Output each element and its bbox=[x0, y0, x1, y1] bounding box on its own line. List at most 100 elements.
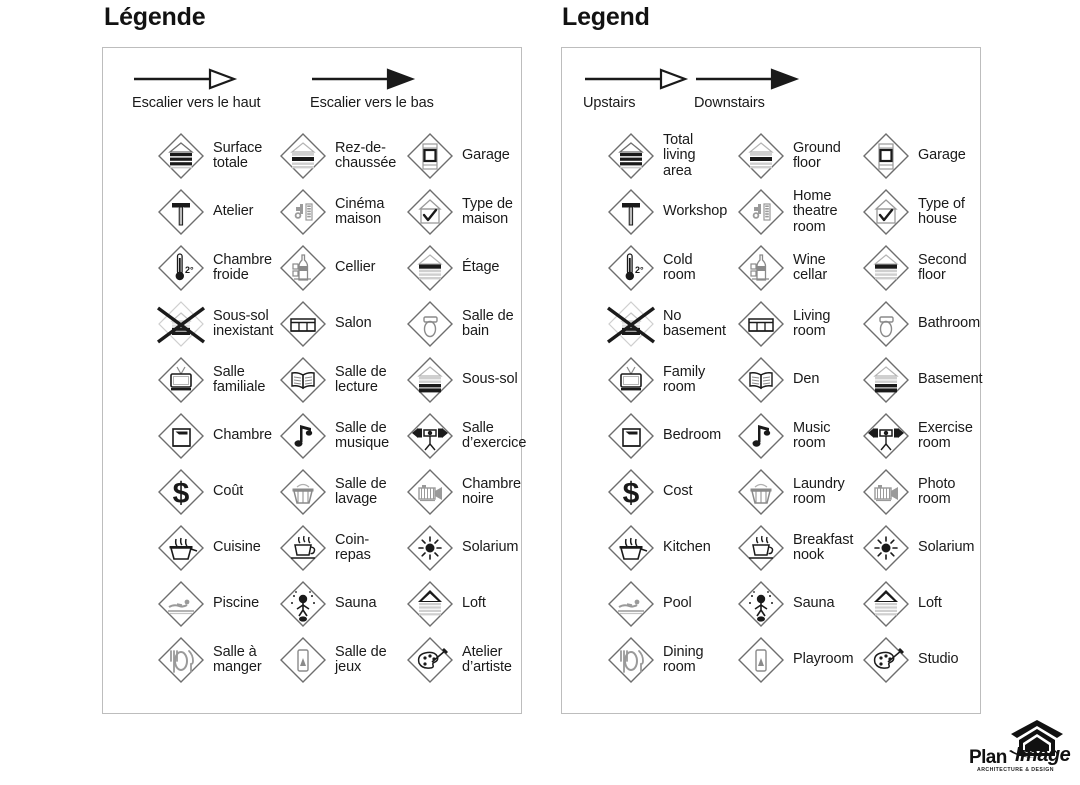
breakfast-nook-cup-icon bbox=[735, 522, 787, 574]
den-book-icon bbox=[735, 354, 787, 406]
legend-entry-label: Surface totale bbox=[213, 139, 263, 171]
legend-entry-label: Salle d’exercice bbox=[462, 419, 527, 451]
logo-word-image: Image bbox=[1015, 744, 1071, 766]
solarium-sun-icon bbox=[404, 522, 456, 574]
breakfast-nook-cup-icon bbox=[277, 522, 329, 574]
legend-entry: Salon bbox=[277, 297, 372, 351]
legend-entry: Garage bbox=[860, 129, 966, 183]
photo-room-camera-icon bbox=[404, 466, 456, 518]
legend-entry: Sous-sol inexistant bbox=[155, 297, 273, 351]
stairs-legend-up: Escalier vers le haut bbox=[132, 66, 261, 111]
legend-entry-label: Atelier bbox=[213, 203, 254, 220]
arrow-outline-icon bbox=[583, 66, 691, 96]
legend-entry: Salle à manger bbox=[155, 633, 262, 687]
legend-entry: Sauna bbox=[277, 577, 377, 631]
legend-entry-label: Cinéma maison bbox=[335, 195, 385, 227]
legend-entry-label: Salle à manger bbox=[213, 643, 262, 675]
exercise-room-weights-icon bbox=[860, 410, 912, 462]
legend-entry: 2° Chambre froide bbox=[155, 241, 272, 295]
legend-entry-label: Wine cellar bbox=[793, 251, 828, 283]
legend-entry: Den bbox=[735, 353, 819, 407]
legend-entry: Salle familiale bbox=[155, 353, 265, 407]
legend-entry-label: Cost bbox=[663, 483, 693, 500]
legend-entry: Étage bbox=[404, 241, 500, 295]
bedroom-bed-icon bbox=[155, 410, 207, 462]
home-theatre-icon bbox=[277, 186, 329, 238]
cost-dollar-icon: $ bbox=[605, 466, 657, 518]
kitchen-pot-icon bbox=[605, 522, 657, 574]
home-theatre-icon bbox=[735, 186, 787, 238]
legend-entry-label: Breakfast nook bbox=[793, 531, 854, 563]
legend-entry: Sauna bbox=[735, 577, 835, 631]
legend-entry: Bathroom bbox=[860, 297, 980, 351]
living-room-sofa-icon bbox=[277, 298, 329, 350]
legend-entry-label: Home theatre room bbox=[793, 187, 838, 235]
legend-entry-label: Chambre froide bbox=[213, 251, 272, 283]
logo-word-plan: Plan bbox=[969, 747, 1007, 768]
legend-entry-label: Total living area bbox=[663, 131, 696, 179]
garage-icon bbox=[860, 130, 912, 182]
total-living-area-icon bbox=[155, 130, 207, 182]
legend-entry: Coin- repas bbox=[277, 521, 371, 575]
legend-entry: Kitchen bbox=[605, 521, 711, 575]
legend-entry-label: Type de maison bbox=[462, 195, 513, 227]
legend-entry: Total living area bbox=[605, 129, 696, 183]
legend-entry: Playroom bbox=[735, 633, 854, 687]
legend-entry-label: Salon bbox=[335, 315, 372, 332]
legend-entry-label: Chambre bbox=[213, 427, 272, 444]
legend-entry-label: Salle de bain bbox=[462, 307, 514, 339]
legend-entry: Wine cellar bbox=[735, 241, 827, 295]
sauna-icon bbox=[735, 578, 787, 630]
svg-text:2°: 2° bbox=[185, 265, 194, 275]
legend-entry-label: Ground floor bbox=[793, 139, 841, 171]
dining-room-cutlery-icon bbox=[605, 634, 657, 686]
wine-cellar-icon bbox=[277, 242, 329, 294]
legend-entry-label: Basement bbox=[918, 371, 983, 388]
legend-entry-label: Garage bbox=[918, 147, 966, 164]
type-of-house-icon bbox=[860, 186, 912, 238]
legend-entry-label: Sauna bbox=[335, 595, 377, 612]
legend-entry: Piscine bbox=[155, 577, 259, 631]
legend-entry: Atelier d’artiste bbox=[404, 633, 512, 687]
legend-entry: Type de maison bbox=[404, 185, 513, 239]
garage-icon bbox=[404, 130, 456, 182]
legend-entry: Salle de jeux bbox=[277, 633, 387, 687]
legend-entry-label: Salle de lavage bbox=[335, 475, 387, 507]
legend-entry-label: Bathroom bbox=[918, 315, 981, 332]
family-room-tv-icon bbox=[155, 354, 207, 406]
legend-entry-label: Salle de jeux bbox=[335, 643, 387, 675]
basement-icon bbox=[404, 354, 456, 406]
legend-entry: Loft bbox=[860, 577, 942, 631]
workshop-hammer-icon bbox=[155, 186, 207, 238]
legend-entry: Salle de musique bbox=[277, 409, 389, 463]
legend-entry: $ Coût bbox=[155, 465, 243, 519]
music-room-note-icon bbox=[735, 410, 787, 462]
legend-entry-label: Coût bbox=[213, 483, 244, 500]
legend-entry-label: Second floor bbox=[918, 251, 967, 283]
stairs-legend-label: Downstairs bbox=[694, 95, 765, 111]
legend-entry: Atelier bbox=[155, 185, 254, 239]
loft-icon bbox=[860, 578, 912, 630]
legend-entry: Ground floor bbox=[735, 129, 841, 183]
bedroom-bed-icon bbox=[605, 410, 657, 462]
bathroom-toilet-icon bbox=[404, 298, 456, 350]
legend-entry-label: Family room bbox=[663, 363, 706, 395]
legend-entry-label: Studio bbox=[918, 651, 959, 668]
legend-entry-label: Salle familiale bbox=[213, 363, 266, 395]
legend-entry-label: Solarium bbox=[462, 539, 519, 556]
legend-entry: Bedroom bbox=[605, 409, 721, 463]
legend-entry: Cellier bbox=[277, 241, 376, 295]
legend-entry-label: Kitchen bbox=[663, 539, 711, 556]
solarium-sun-icon bbox=[860, 522, 912, 574]
cold-room-thermometer-icon: 2° bbox=[155, 242, 207, 294]
arrow-solid-icon bbox=[694, 66, 802, 96]
studio-palette-icon bbox=[860, 634, 912, 686]
legend-entry: 2° Cold room bbox=[605, 241, 696, 295]
playroom-icon bbox=[277, 634, 329, 686]
stairs-legend-label: Upstairs bbox=[583, 95, 636, 111]
legend-entry-label: Salle de lecture bbox=[335, 363, 387, 395]
legend-entry: Music room bbox=[735, 409, 830, 463]
pool-swimmer-icon bbox=[155, 578, 207, 630]
legend-entry-label: Music room bbox=[793, 419, 831, 451]
legend-entry-label: Rez-de- chaussée bbox=[335, 139, 397, 171]
